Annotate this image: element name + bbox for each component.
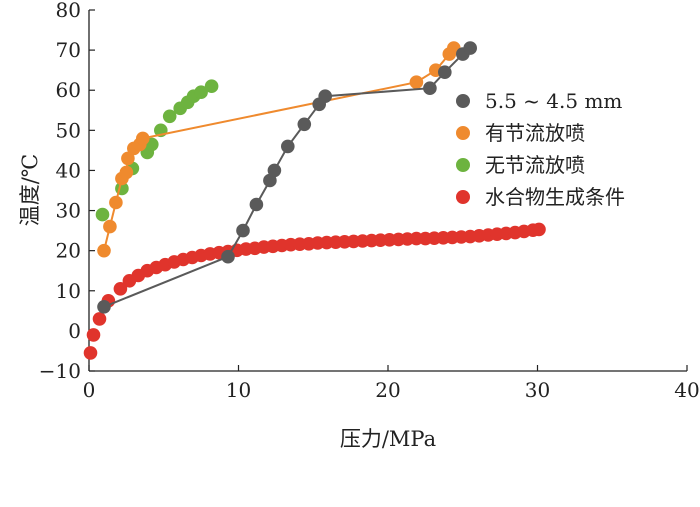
y-tick-label: 80 [56, 0, 81, 22]
series-0 [97, 41, 478, 314]
x-tick-label: 0 [83, 378, 96, 402]
series-2 [95, 79, 219, 222]
legend-label: 无节流放喷 [485, 153, 585, 177]
x-tick-label: 10 [226, 378, 251, 402]
series-layer [83, 41, 546, 360]
data-point [204, 79, 219, 93]
y-tick-label: 0 [68, 319, 81, 343]
legend-marker [456, 94, 470, 108]
legend-marker [456, 158, 470, 172]
data-point [97, 300, 111, 314]
data-point [119, 165, 134, 180]
y-axis-title: 温度/℃ [18, 154, 42, 227]
data-point [438, 65, 452, 79]
y-ticks: −10 0 10 20 30 40 50 60 70 80 [39, 0, 95, 383]
y-tick-label: 30 [56, 199, 81, 223]
y-tick-label: 10 [56, 279, 81, 303]
data-point [409, 75, 424, 89]
legend-label: 水合物生成条件 [485, 185, 625, 209]
series-3 [83, 222, 546, 360]
data-point [83, 346, 98, 360]
data-point [297, 117, 312, 132]
data-point [103, 219, 117, 234]
data-point [221, 249, 235, 264]
data-point [249, 197, 264, 212]
y-tick-label: 70 [56, 38, 81, 62]
y-tick-label: 50 [56, 118, 81, 142]
x-tick-label: 30 [525, 378, 550, 402]
y-tick-label: −10 [39, 359, 81, 383]
series-1 [97, 41, 461, 258]
data-point [136, 131, 150, 146]
data-point [236, 223, 250, 238]
data-point [121, 151, 135, 166]
y-tick-label: 20 [56, 239, 81, 263]
x-axis-title: 压力/MPa [340, 427, 436, 451]
data-point [423, 81, 437, 95]
data-point [86, 328, 101, 342]
data-point [113, 282, 128, 296]
data-point [318, 89, 333, 103]
y-tick-label: 40 [56, 158, 81, 182]
data-point [532, 222, 546, 237]
x-ticks: 0 10 20 30 40 [83, 365, 700, 402]
data-point [162, 109, 177, 124]
x-tick-label: 40 [674, 378, 699, 402]
data-point [95, 207, 110, 222]
legend-label: 有节流放喷 [485, 121, 585, 145]
y-tick-label: 60 [56, 78, 81, 102]
data-point [463, 41, 478, 55]
legend-marker [456, 126, 470, 140]
data-point [92, 312, 107, 326]
x-tick-label: 20 [375, 378, 400, 402]
data-point [194, 85, 208, 99]
data-point [267, 163, 282, 178]
legend-marker [456, 190, 470, 204]
data-point [97, 243, 111, 258]
data-point [109, 195, 123, 210]
legend-label: 5.5 ~ 4.5 mm [485, 89, 622, 113]
series-line [103, 47, 455, 251]
data-point [281, 139, 295, 154]
